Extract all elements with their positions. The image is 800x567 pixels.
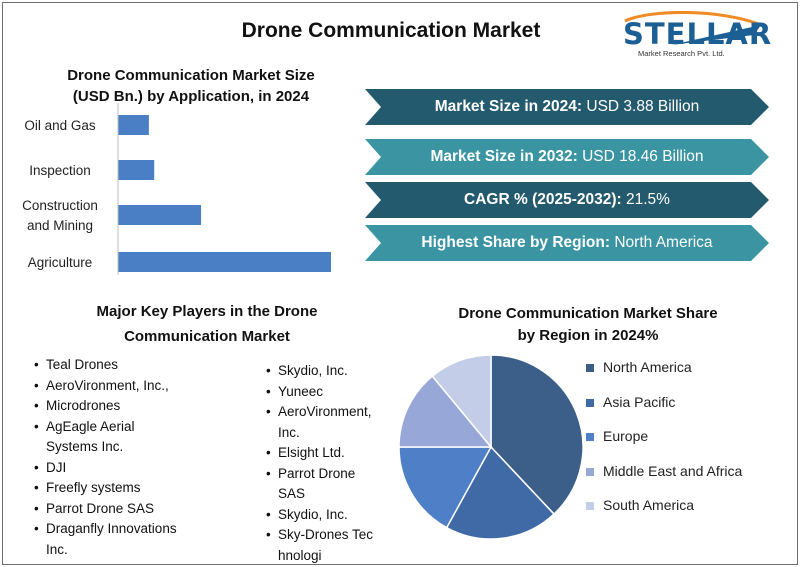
legend-item: South America	[586, 497, 742, 532]
pie-slice	[445, 445, 556, 540]
player-item: Elsight Ltd.	[266, 443, 376, 464]
player-item: DJI	[34, 458, 254, 479]
key-players-title-line1: Major Key Players in the Drone	[96, 303, 318, 320]
player-item: Microdrones	[34, 396, 254, 417]
bar-category-label: Oil and Gas	[24, 118, 96, 133]
legend-label: North America	[603, 359, 692, 375]
key-players-list-left: Teal Drones AeroVironment, Inc., Microdr…	[34, 355, 254, 560]
player-item: Skydio, Inc.	[266, 505, 376, 526]
bar-chart: Oil and Gas Inspection Construction and Min…	[22, 103, 331, 275]
banner-label: CAGR % (2025-2032):	[464, 191, 622, 208]
cagr-banner: CAGR % (2025-2032): 21.5%	[365, 182, 769, 218]
bar	[118, 205, 202, 225]
legend-item: Asia Pacific	[586, 394, 742, 429]
banner-value: North America	[610, 234, 713, 251]
logo-tagline: Market Research Pvt. Ltd.	[638, 49, 725, 58]
player-item: Yuneec	[266, 382, 376, 403]
bar	[118, 252, 331, 272]
pie-chart	[398, 354, 584, 540]
legend-item: Europe	[586, 428, 742, 463]
player-item: Draganfly Innovations Inc.	[34, 519, 184, 560]
banner-label: Highest Share by Region:	[421, 234, 611, 251]
logo-swoosh-icon	[624, 11, 762, 45]
banner-shape	[365, 89, 769, 125]
legend-swatch	[586, 433, 594, 441]
legend-item: Middle East and Africa	[586, 463, 742, 498]
legend-item: North America	[586, 359, 742, 394]
legend-label: Asia Pacific	[603, 393, 676, 410]
banner-shape	[365, 225, 769, 261]
pie-slice	[490, 354, 584, 516]
pie-chart-title: Drone Communication Market Share by Regi…	[428, 303, 748, 347]
player-item: Sky-Drones Technologi	[266, 525, 376, 566]
pie-slice	[398, 446, 493, 529]
player-item: Freefly systems	[34, 478, 254, 499]
legend-label: Europe	[603, 428, 649, 444]
banner-value: USD 18.46 Billion	[577, 148, 704, 165]
bar-category-label: Inspection	[29, 163, 91, 178]
market-size-2024-banner: Market Size in 2024: USD 3.88 Billion	[365, 89, 769, 125]
banner-shape	[365, 182, 769, 218]
banner-arrow-shape	[365, 139, 769, 175]
pie-chart-title-line2: by Region in 2024%	[517, 327, 659, 344]
player-item: Skydio, Inc.	[266, 361, 376, 382]
key-players-list-right: Skydio, Inc. Yuneec AeroVironment, Inc. …	[266, 361, 376, 566]
bar	[118, 115, 149, 135]
banner-arrow-shape	[365, 182, 769, 218]
bar-chart-title-line2: (USD Bn.) by Application, in 2024	[72, 88, 310, 105]
banner-label: Market Size in 2024:	[434, 98, 583, 115]
key-players-title: Major Key Players in the Drone Communica…	[57, 299, 357, 349]
legend-label: Middle East and Africa	[603, 462, 743, 479]
pie-slice	[398, 375, 493, 448]
player-item: AgEagle Aerial Systems Inc.	[34, 417, 184, 458]
player-item: Parrot Drone SAS	[266, 464, 376, 505]
legend-swatch	[586, 398, 594, 407]
banner-arrow-shape	[365, 225, 769, 261]
bar-category-label: Agriculture	[28, 255, 93, 270]
highest-share-region-banner: Highest Share by Region: North America	[365, 225, 769, 261]
legend-swatch	[586, 502, 594, 510]
player-item: Teal Drones	[34, 355, 254, 376]
bar-chart-title-line1: Drone Communication Market Size	[67, 67, 315, 84]
legend-swatch	[586, 364, 594, 372]
page-title: Drone Communication Market	[241, 19, 541, 42]
player-item: Parrot Drone SAS	[34, 499, 254, 520]
logo: STELLAR Market Research Pvt. Ltd.	[611, 11, 771, 65]
legend-swatch	[586, 467, 594, 476]
bar-chart-title: Drone Communication Market Size (USD Bn.…	[41, 65, 341, 107]
pie-chart-title-line1: Drone Communication Market Share	[458, 305, 718, 322]
logo-brand: STELLAR	[623, 17, 773, 51]
banner-value: USD 3.88 Billion	[582, 98, 700, 115]
player-item: AeroVironment, Inc.,	[34, 376, 254, 397]
pie-slice	[431, 354, 492, 450]
bar-category-label: Construction and Mining	[22, 198, 98, 233]
banner-shape	[365, 139, 769, 175]
bar	[118, 160, 155, 180]
market-size-2032-banner: Market Size in 2032: USD 18.46 Billion	[365, 139, 769, 175]
banner-label: Market Size in 2032:	[430, 148, 578, 165]
key-players-title-line2: Communication Market	[124, 328, 290, 345]
banner-arrow-shape	[365, 89, 769, 125]
player-item: AeroVironment, Inc.	[266, 402, 376, 443]
banner-value: 21.5%	[621, 191, 670, 208]
legend-label: South America	[603, 497, 695, 513]
pie-legend: North America Asia Pacific Europe Middle…	[586, 359, 742, 532]
